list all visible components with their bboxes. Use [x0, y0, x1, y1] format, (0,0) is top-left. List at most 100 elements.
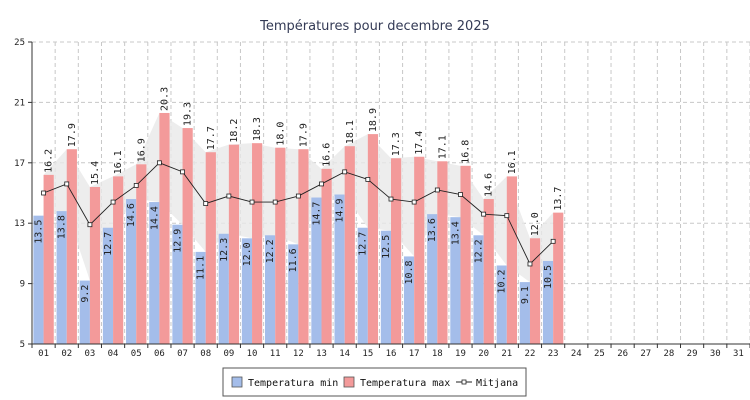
- x-tick-label: 24: [571, 349, 582, 359]
- x-tick-label: 28: [664, 349, 675, 359]
- x-tick-label: 22: [525, 349, 536, 359]
- average-marker: [272, 199, 278, 205]
- legend-swatch-max: [343, 376, 355, 388]
- legend-label-min: Temperatura min: [248, 378, 338, 389]
- y-tick-label: 21: [14, 98, 25, 108]
- average-marker: [342, 169, 348, 175]
- x-tick-label: 17: [409, 349, 420, 359]
- data-label-min: 11.6: [288, 248, 299, 272]
- data-label-max: 16.9: [136, 138, 147, 162]
- bar-min: [56, 211, 67, 344]
- data-label-max: 18.3: [252, 117, 263, 141]
- bar-max: [367, 134, 379, 344]
- data-label-min: 12.0: [242, 242, 253, 266]
- x-tick-label: 04: [108, 349, 119, 359]
- x-tick-label: 15: [362, 349, 373, 359]
- x-tick-label: 31: [733, 349, 744, 359]
- data-label-max: 16.8: [461, 140, 472, 164]
- x-tick-label: 16: [386, 349, 397, 359]
- average-marker: [550, 238, 556, 244]
- average-marker: [64, 181, 70, 187]
- data-label-max: 19.3: [183, 102, 194, 126]
- bar-min: [172, 224, 183, 344]
- bar-max: [113, 176, 124, 344]
- average-marker: [226, 193, 232, 199]
- legend-box: [222, 367, 527, 397]
- average-marker: [203, 201, 209, 206]
- x-tick-label: 10: [247, 349, 258, 359]
- data-label-min: 10.5: [543, 265, 554, 289]
- average-marker: [249, 199, 255, 205]
- data-label-min: 12.2: [474, 239, 485, 263]
- data-label-max: 13.7: [553, 187, 564, 211]
- x-tick-label: 08: [200, 349, 211, 359]
- data-label-max: 15.4: [90, 161, 101, 185]
- bar-max: [275, 147, 286, 344]
- data-label-min: 13.5: [33, 220, 44, 244]
- bar-min: [102, 227, 114, 344]
- x-tick-label: 27: [640, 349, 651, 359]
- bar-min: [519, 282, 530, 344]
- chart-title: Températures pour decembre 2025: [259, 19, 490, 34]
- bar-max: [437, 161, 448, 344]
- bar-max: [89, 186, 101, 344]
- data-label-max: 20.3: [159, 87, 170, 111]
- data-label-min: 12.7: [358, 232, 369, 256]
- average-marker: [527, 261, 533, 267]
- bar-min: [473, 235, 484, 344]
- data-labels: 13.5 13.8 9.2 12.7 14.6 14.4 12.9 11.1 12.3 12.0 1…: [33, 87, 564, 304]
- data-label-max: 17.9: [67, 123, 78, 147]
- average-marker: [87, 222, 93, 228]
- y-tick-label: 9: [20, 280, 25, 290]
- bar-min: [126, 199, 137, 344]
- x-tick-label: 02: [61, 349, 72, 359]
- bar-max: [506, 176, 517, 344]
- average-marker: [41, 190, 46, 196]
- average-marker: [110, 199, 116, 205]
- x-tick-label: 03: [84, 349, 95, 359]
- data-label-max: 16.2: [44, 149, 55, 173]
- data-label-min: 14.9: [335, 199, 346, 223]
- bar-max: [483, 199, 494, 344]
- data-label-max: 18.1: [345, 120, 356, 144]
- bar-max: [344, 146, 355, 344]
- average-marker: [434, 187, 440, 193]
- bar-max: [66, 149, 77, 344]
- data-label-max: 17.7: [206, 126, 217, 150]
- bar-max: [205, 152, 216, 344]
- x-tick-label: 07: [177, 349, 188, 359]
- average-marker: [411, 199, 417, 205]
- data-label-max: 17.4: [414, 131, 425, 155]
- bar-min: [265, 235, 276, 344]
- data-label-max: 12.0: [530, 212, 541, 236]
- data-label-max: 18.9: [368, 108, 379, 132]
- data-label-min: 14.6: [126, 203, 137, 227]
- data-label-min: 13.4: [450, 221, 461, 245]
- bar-min: [357, 227, 368, 344]
- axes: 5 9 13 17 21 25 01 02 03 04 05 06 07 08 09 10 11 12 13 14 15…: [14, 38, 750, 359]
- data-label-max: 14.6: [484, 173, 495, 197]
- x-tick-label: 21: [501, 349, 512, 359]
- bar-min: [288, 244, 299, 344]
- bar-max: [228, 144, 240, 344]
- legend-swatch-min: [231, 376, 243, 388]
- data-label-min: 10.2: [497, 269, 508, 293]
- x-tick-label: 23: [548, 349, 559, 359]
- data-label-min: 9.2: [80, 285, 91, 303]
- legend-marker-avg: [461, 379, 467, 385]
- bar-min: [450, 217, 461, 344]
- data-label-min: 9.1: [520, 286, 531, 304]
- bar-min: [496, 265, 507, 344]
- data-label-min: 14.7: [311, 202, 322, 226]
- y-tick-label: 17: [14, 159, 25, 169]
- bar-min: [542, 260, 554, 344]
- y-tick-label: 13: [14, 219, 25, 229]
- x-tick-label: 19: [455, 349, 466, 359]
- y-tick-label: 5: [20, 340, 25, 350]
- bars: [33, 112, 564, 344]
- x-tick-label: 25: [594, 349, 605, 359]
- bar-min: [79, 280, 90, 344]
- data-label-min: 13.8: [57, 215, 68, 239]
- x-tick-label: 11: [270, 349, 281, 359]
- bar-max: [460, 165, 471, 344]
